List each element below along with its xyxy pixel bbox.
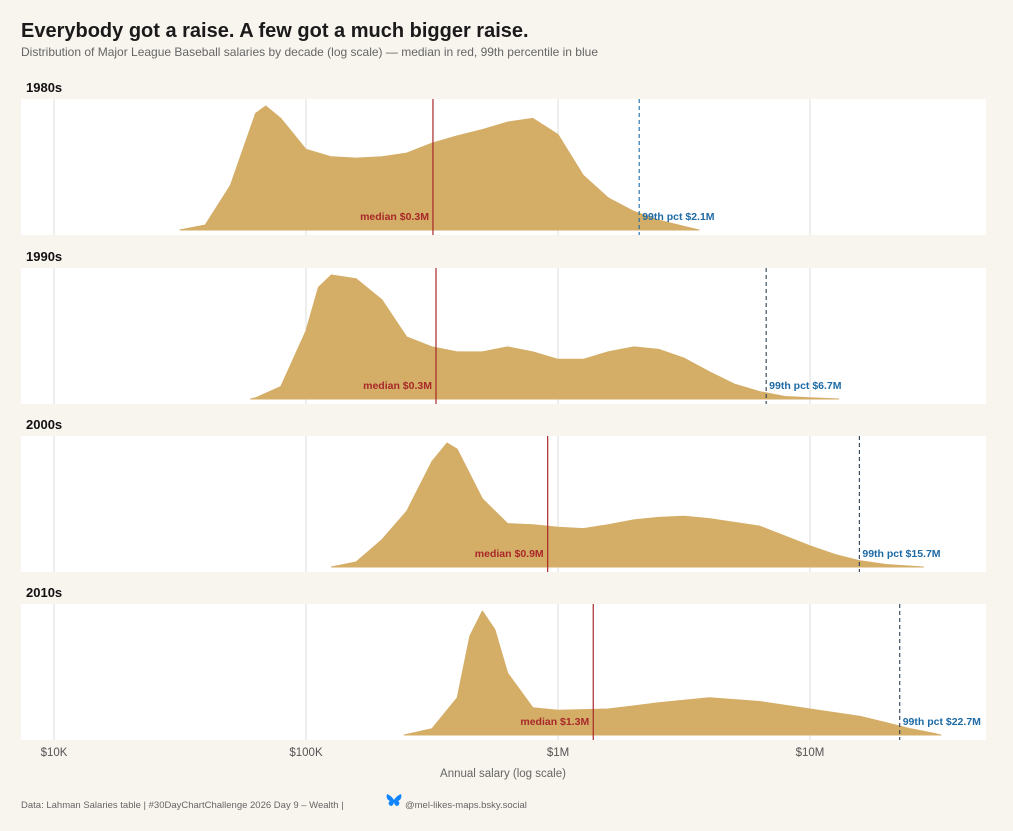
median-label: median $0.9M (475, 548, 544, 560)
x-axis-title: Annual salary (log scale) (440, 768, 566, 780)
median-label: median $0.3M (360, 211, 429, 223)
p99-label: 99th pct $15.7M (862, 548, 940, 560)
p99-label: 99th pct $22.7M (903, 716, 981, 728)
panel-label: 2010s (26, 585, 62, 600)
panels: 1980s median $0.3M 99th pct $2.1M 1990s medi… (21, 80, 986, 740)
density-area (403, 610, 942, 736)
panel-1980s: 1980s median $0.3M 99th pct $2.1M (21, 80, 986, 235)
x-tick-label: $10K (41, 747, 68, 759)
caption-text: Data: Lahman Salaries table | #30DayChar… (21, 800, 344, 811)
panel-label: 1990s (26, 249, 62, 264)
caption-handle: @mel-likes-maps.bsky.social (405, 800, 527, 811)
median-label: median $1.3M (520, 716, 589, 728)
x-tick-label: $1M (547, 747, 569, 759)
panel-1990s: 1990s median $0.3M 99th pct $6.7M (21, 249, 986, 404)
chart-subtitle: Distribution of Major League Baseball sa… (21, 45, 598, 59)
bluesky-butterfly-icon (386, 794, 402, 806)
x-axis-ticks: $10K $100K $1M $10M (41, 747, 825, 759)
p99-label: 99th pct $2.1M (642, 211, 715, 223)
panel-label: 1980s (26, 80, 62, 95)
chart-title: Everybody got a raise. A few got a much … (21, 20, 529, 42)
x-tick-label: $10M (796, 747, 825, 759)
panel-2010s: 2010s median $1.3M 99th pct $22.7M (21, 585, 986, 740)
density-area (250, 274, 840, 400)
panel-2000s: 2000s median $0.9M 99th pct $15.7M (21, 417, 986, 572)
x-tick-label: $100K (289, 747, 323, 759)
median-label: median $0.3M (363, 380, 432, 392)
density-area (330, 442, 924, 568)
panel-label: 2000s (26, 417, 62, 432)
p99-label: 99th pct $6.7M (769, 380, 842, 392)
density-area (179, 105, 700, 231)
